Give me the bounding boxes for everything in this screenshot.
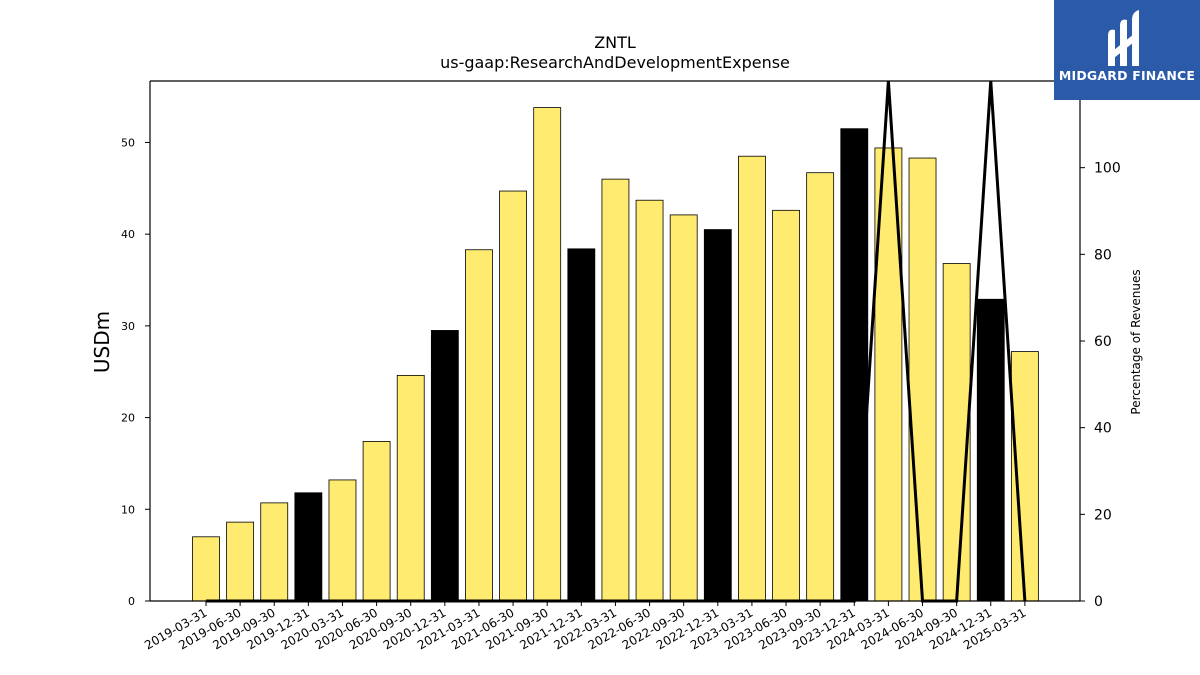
bar — [738, 155, 766, 602]
y-tick-label: 10 — [121, 503, 135, 516]
bar — [465, 249, 493, 602]
bar — [294, 492, 323, 602]
chart-subtitle: us-gaap:ResearchAndDevelopmentExpense — [440, 53, 790, 72]
bar — [703, 229, 732, 602]
midgard-logo-icon — [1108, 10, 1139, 67]
y-tick-label: 50 — [121, 136, 135, 149]
y2-tick-label: 80 — [1094, 247, 1112, 263]
bar — [396, 374, 425, 602]
bar — [772, 209, 800, 602]
bar — [635, 199, 664, 602]
y-axis-label: USDm — [90, 311, 114, 373]
bar — [840, 128, 869, 602]
bar — [669, 214, 698, 602]
chart-title: ZNTL — [594, 33, 636, 52]
bar — [908, 157, 937, 602]
bar — [328, 479, 357, 602]
bar — [499, 190, 527, 602]
bar — [567, 248, 596, 602]
y-tick-label: 20 — [121, 412, 135, 425]
y2-tick-label: 40 — [1094, 421, 1112, 437]
plot-area: 010203040500204060801002019-03-312019-06… — [121, 80, 1121, 652]
bar — [942, 263, 971, 602]
y2-tick-label: 60 — [1094, 334, 1112, 350]
y2-axis-label: Percentage of Revenues — [1129, 269, 1143, 414]
bar — [226, 521, 255, 602]
bar — [362, 441, 391, 602]
bar — [533, 107, 562, 602]
y-tick-label: 30 — [121, 320, 135, 333]
bar — [430, 330, 459, 602]
bar — [192, 536, 220, 602]
bar — [601, 178, 630, 602]
logo-text: MIDGARD FINANCE — [1058, 68, 1196, 83]
bar — [976, 298, 1005, 602]
y-tick-label: 40 — [121, 228, 135, 241]
logo-badge: MIDGARD FINANCE — [1054, 0, 1200, 100]
bar — [806, 172, 835, 602]
y2-tick-label: 20 — [1094, 507, 1112, 523]
y2-tick-label: 100 — [1094, 161, 1121, 177]
y2-tick-label: 0 — [1094, 594, 1103, 610]
bar — [260, 502, 289, 602]
y-tick-label: 0 — [128, 595, 135, 608]
